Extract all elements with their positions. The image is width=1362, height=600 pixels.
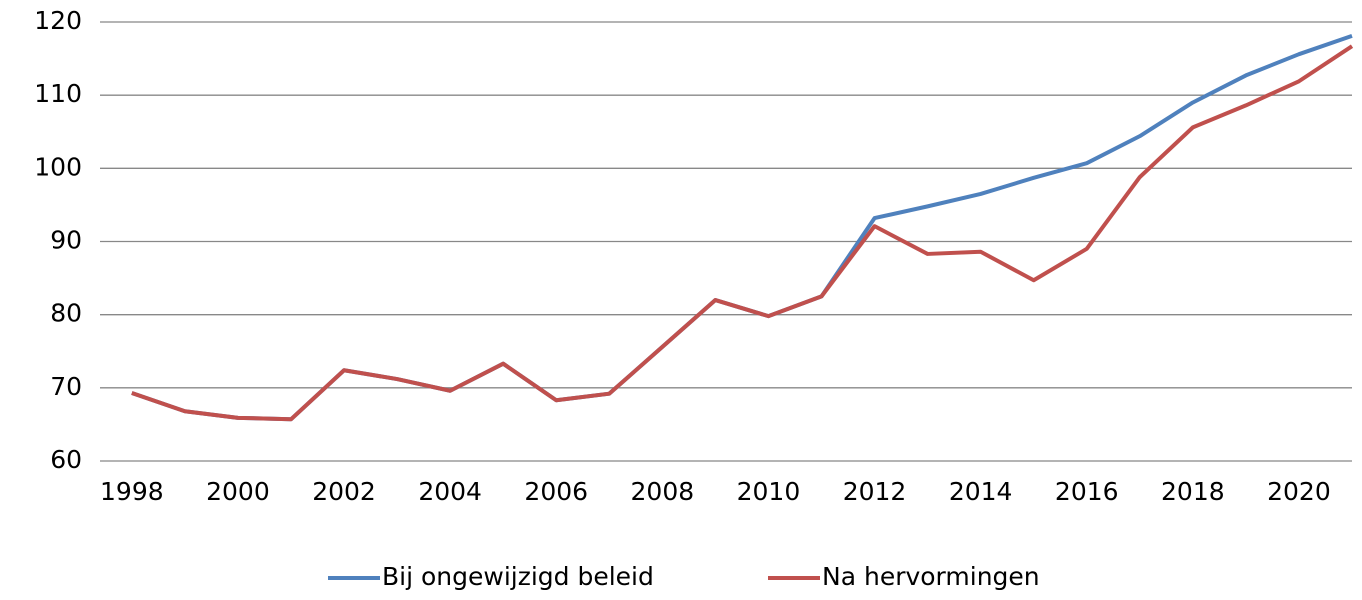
x-tick-label: 2014 (949, 477, 1013, 506)
y-tick-label: 100 (34, 152, 82, 181)
x-tick-label: 1998 (100, 477, 164, 506)
series-line (131, 34, 1353, 422)
y-tick-label: 70 (50, 372, 82, 401)
x-tick-label: 2002 (312, 477, 376, 506)
x-tick-label: 2012 (843, 477, 907, 506)
legend-label: Na hervormingen (822, 562, 1040, 591)
x-tick-label: 2000 (206, 477, 270, 506)
y-tick-label: 80 (50, 299, 82, 328)
y-tick-label: 90 (50, 226, 82, 255)
x-tick-label: 2010 (737, 477, 801, 506)
x-tick-label: 2016 (1055, 477, 1119, 506)
x-tick-label: 2020 (1267, 477, 1331, 506)
y-tick-label: 60 (50, 445, 82, 474)
y-tick-label: 110 (34, 79, 82, 108)
x-tick-label: 2006 (524, 477, 588, 506)
series-line (131, 44, 1354, 422)
legend-label: Bij ongewijzigd beleid (382, 562, 654, 591)
y-tick-label: 120 (34, 6, 82, 35)
x-tick-label: 2008 (631, 477, 695, 506)
x-tick-label: 2018 (1161, 477, 1225, 506)
x-tick-label: 2004 (418, 477, 482, 506)
